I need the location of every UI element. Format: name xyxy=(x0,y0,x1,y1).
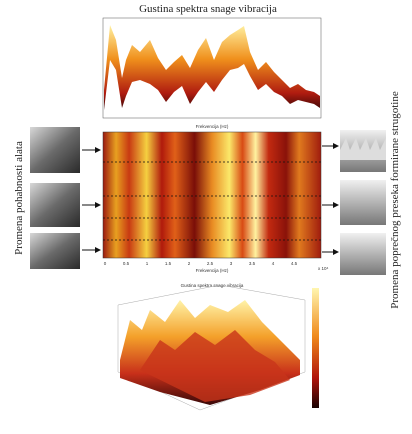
x-tick-label: 4 xyxy=(272,261,275,266)
top-title: Gustina spektra snage vibracija xyxy=(139,3,277,15)
figure: Gustina spektra snage vibracija Frekvenc… xyxy=(0,0,412,429)
x-axis-label: Frekvencija (Hz) xyxy=(196,124,229,129)
spectrum-chart: Frekvencija (Hz) xyxy=(103,18,321,129)
x-tick-label: 0.5 xyxy=(123,261,130,266)
x-tick-label: 1.5 xyxy=(165,261,172,266)
x-scale: x 10⁴ xyxy=(318,266,329,271)
surface-chart: Gustina spektra snage vibracija xyxy=(118,283,319,410)
x-tick-label: 1 xyxy=(146,261,149,266)
surface-title: Gustina spektra snage vibracija xyxy=(181,283,244,288)
x-tick-label: 0 xyxy=(104,261,107,266)
x-axis-label: Frekvencija (Hz) xyxy=(196,268,229,273)
x-tick-label: 3.5 xyxy=(249,261,256,266)
x-tick-label: 3 xyxy=(230,261,233,266)
x-tick-label: 4.5 xyxy=(291,261,298,266)
x-tick-label: 2.5 xyxy=(207,261,214,266)
x-tick-label: 2 xyxy=(188,261,191,266)
heatmap: Frekvencija (Hz) x 10⁴ 0 0.5 1 1.5 2 2.5 3 3.5 4… xyxy=(103,132,329,273)
chip-photos xyxy=(322,130,386,275)
left-label: Promena pohabnosti alata xyxy=(13,141,25,255)
right-label: Promena poprečnog preseka formirane stru… xyxy=(389,91,401,309)
tool-photos xyxy=(30,127,100,269)
